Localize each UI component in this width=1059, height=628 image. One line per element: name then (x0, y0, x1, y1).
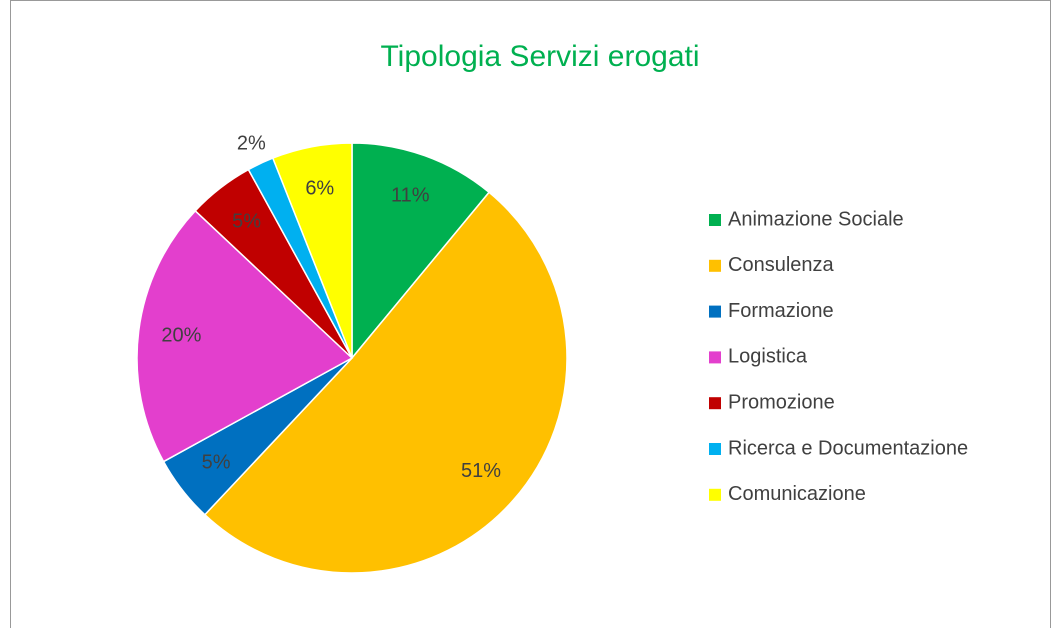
legend-swatch (709, 397, 721, 410)
data-label: 5% (202, 452, 231, 474)
legend-swatch (709, 488, 721, 501)
data-label: 6% (305, 177, 334, 199)
pie-slice (136, 209, 354, 463)
pie-slice (351, 142, 491, 361)
data-label: 2% (237, 132, 266, 154)
data-label: 5% (232, 210, 261, 232)
data-label: 51% (461, 460, 501, 482)
legend-swatch (709, 305, 721, 318)
legend-swatch (709, 443, 721, 455)
legend-label: Comunicazione (728, 483, 866, 505)
legend-label: Ricerca e Documentazione (728, 437, 968, 459)
legend-swatch (709, 259, 721, 272)
legend-label: Logistica (728, 346, 808, 368)
data-label: 20% (161, 325, 201, 347)
data-label: 11% (391, 184, 430, 206)
chart-title: Tipologia Servizi erogati (380, 40, 699, 73)
legend-label: Promozione (728, 391, 835, 413)
legend-label: Consulenza (728, 254, 835, 276)
legend-swatch (709, 351, 721, 364)
legend-label: Formazione (728, 300, 834, 322)
legend-swatch (709, 214, 721, 226)
pie-slice (203, 191, 568, 574)
pie-slice (271, 142, 353, 359)
legend-label: Animazione Sociale (728, 208, 904, 230)
